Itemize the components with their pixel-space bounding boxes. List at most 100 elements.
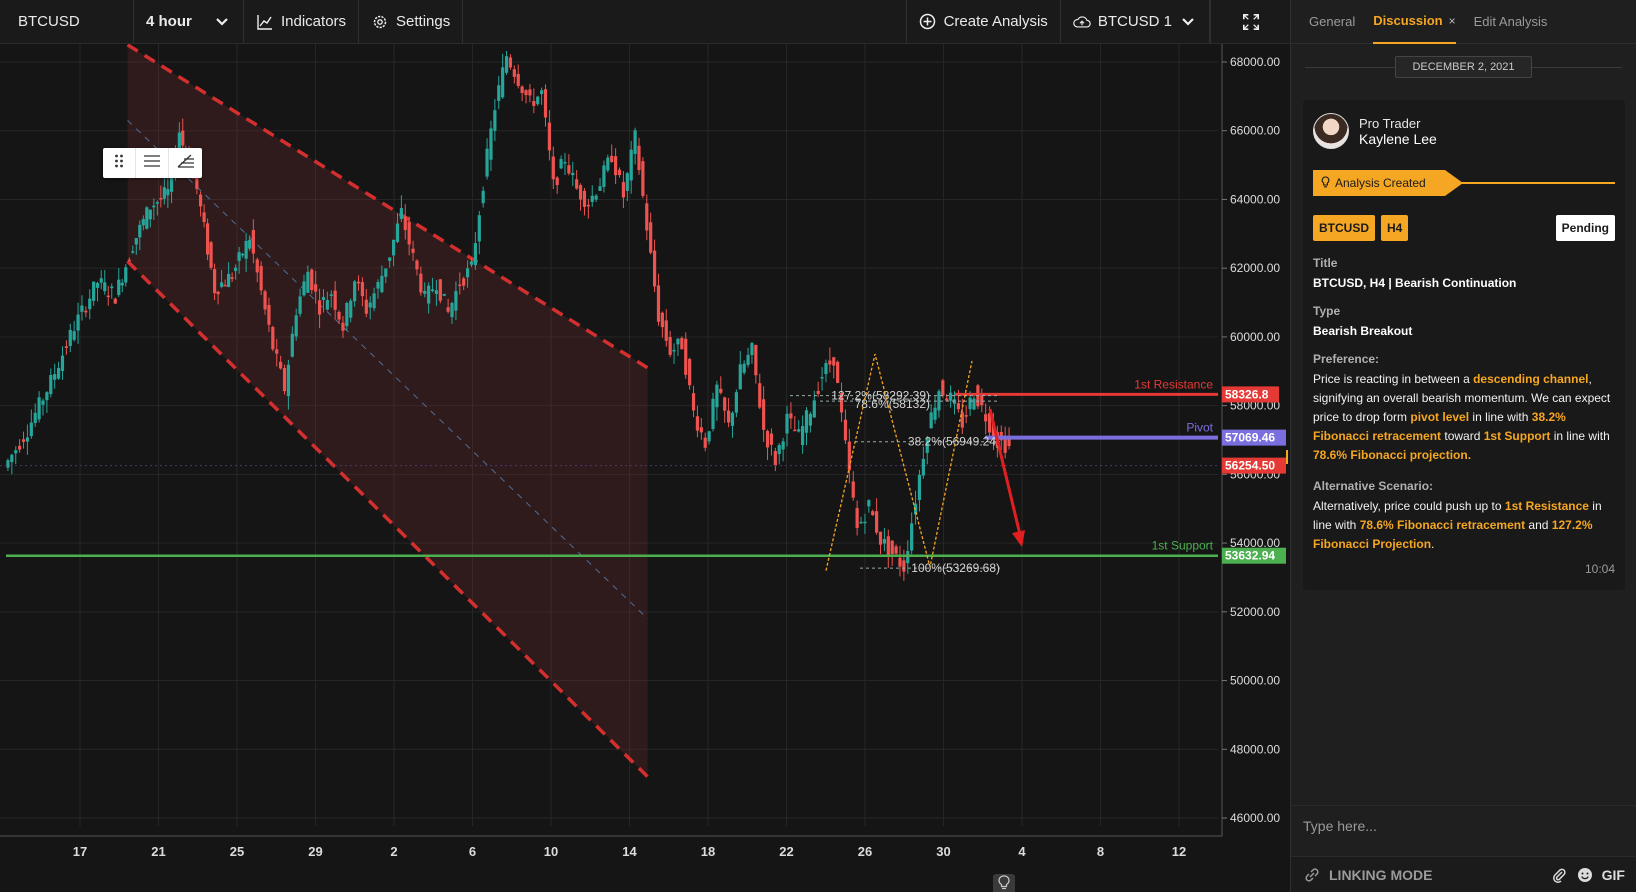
- settings-button[interactable]: Settings: [359, 0, 464, 43]
- indicators-button[interactable]: Indicators: [244, 0, 360, 43]
- candle-body: [917, 474, 922, 501]
- idea-button[interactable]: [993, 874, 1015, 892]
- price-tag-label: 53632.94: [1225, 549, 1275, 563]
- symbol-selector[interactable]: BTCUSD: [0, 0, 134, 43]
- fullscreen-button[interactable]: [1210, 0, 1290, 43]
- candle-body: [234, 267, 238, 272]
- candle-body: [127, 259, 131, 262]
- candle-body: [508, 57, 513, 68]
- tab-general[interactable]: General: [1309, 0, 1355, 44]
- date-chip: DECEMBER 2, 2021: [1395, 56, 1532, 78]
- candle-body: [325, 300, 329, 310]
- candle-body: [598, 186, 602, 191]
- avatar[interactable]: [1313, 113, 1349, 149]
- channel-lower-line: [126, 260, 649, 779]
- tab-edit-analysis[interactable]: Edit Analysis: [1474, 0, 1548, 44]
- candle-body: [356, 281, 361, 284]
- candle-body: [177, 132, 181, 149]
- candle-body: [117, 279, 121, 296]
- candle-body: [797, 429, 801, 432]
- candle-body: [945, 398, 949, 401]
- candle-body: [645, 203, 649, 231]
- fib-zigzag-line: [825, 353, 973, 571]
- candle-body: [1007, 439, 1011, 447]
- candle-body: [726, 410, 731, 423]
- attachment-icon[interactable]: [1550, 866, 1568, 884]
- pref-text-5: in line with: [1550, 429, 1610, 443]
- candle-body: [92, 281, 96, 301]
- candle-body: [251, 230, 255, 254]
- fib-level-label: 100%(53269.68): [911, 561, 1000, 575]
- price-tick-label: 46000.00: [1230, 811, 1280, 825]
- candle-body: [676, 338, 680, 345]
- gif-button[interactable]: GIF: [1601, 866, 1625, 883]
- candle-body: [972, 398, 976, 410]
- candle-body: [839, 392, 844, 413]
- candle-body: [695, 416, 700, 431]
- candle-body: [372, 293, 376, 309]
- candle-body: [680, 337, 684, 350]
- candle-body: [551, 156, 555, 180]
- candle-body: [423, 290, 427, 294]
- time-tick-label: 29: [308, 844, 322, 859]
- time-tick-label: 18: [701, 844, 715, 859]
- candle-body: [625, 173, 629, 191]
- candle-body: [275, 349, 279, 354]
- candle-body: [886, 536, 890, 556]
- level-label: 1st Support: [1152, 539, 1214, 553]
- author-row: Pro Trader Kaylene Lee: [1313, 104, 1615, 158]
- interval-dropdown[interactable]: 4 hour: [134, 0, 244, 43]
- candle-body: [765, 430, 770, 448]
- candle-body: [707, 431, 711, 442]
- message-input[interactable]: [1303, 817, 1623, 834]
- candle-body: [536, 96, 540, 105]
- candle-body: [282, 368, 287, 392]
- candle-body: [711, 398, 715, 430]
- ribbon-label: Analysis Created: [1335, 176, 1426, 190]
- candle-body: [960, 412, 964, 428]
- candle-body: [567, 165, 571, 174]
- candle-body: [434, 290, 439, 294]
- candle-body: [684, 338, 688, 375]
- candle-body: [664, 320, 668, 341]
- line-style-button[interactable]: [136, 148, 169, 178]
- emoji-icon[interactable]: [1576, 866, 1594, 884]
- message-composer: [1291, 805, 1636, 845]
- line-tool-button[interactable]: [169, 148, 202, 178]
- grip-icon: [114, 153, 124, 174]
- link-icon[interactable]: [1303, 866, 1321, 884]
- candle-body: [578, 185, 583, 200]
- time-tick-label: 4: [1018, 844, 1026, 859]
- pref-text-1: Price is reacting in between a: [1313, 372, 1474, 386]
- candle-body: [789, 413, 793, 419]
- line-chart-icon: [256, 13, 274, 31]
- create-analysis-button[interactable]: Create Analysis: [905, 0, 1061, 43]
- candle-body: [816, 390, 820, 394]
- time-tick-label: 25: [230, 844, 244, 859]
- layout-dropdown[interactable]: BTCUSD 1: [1061, 0, 1210, 43]
- price-tick-label: 64000.00: [1230, 192, 1280, 206]
- candle-body: [984, 414, 988, 422]
- tab-discussion[interactable]: Discussion ×: [1373, 0, 1456, 44]
- drag-handle[interactable]: [103, 148, 136, 178]
- alt-highlight-1: 1st Resistance: [1504, 499, 1589, 513]
- panel-bottom-bar: LINKING MODE GIF: [1291, 856, 1636, 892]
- candle-body: [415, 260, 419, 270]
- candle-body: [241, 253, 245, 256]
- candle-body: [345, 302, 349, 327]
- chart-area[interactable]: 68000.00 66000.00 64000.00 62000.00 60000.00…: [0, 44, 1290, 892]
- candle-body: [198, 194, 203, 207]
- price-chart[interactable]: 68000.00 66000.00 64000.00 62000.00 60000.00…: [0, 44, 1290, 892]
- symbol-badge: BTCUSD: [1313, 215, 1375, 241]
- candle-body: [824, 363, 828, 375]
- close-icon[interactable]: ×: [1448, 13, 1456, 28]
- linking-mode-label[interactable]: LINKING MODE: [1329, 866, 1433, 883]
- candle-body: [929, 412, 933, 429]
- candle-body: [60, 355, 65, 372]
- pref-highlight-3: 38.2% Fibonacci retracement: [1313, 410, 1566, 443]
- channel-upper-line: [126, 44, 649, 370]
- price-tag-box: [1222, 547, 1286, 564]
- candle-body: [49, 374, 53, 395]
- candle-body: [290, 333, 294, 357]
- candle-body: [540, 90, 544, 95]
